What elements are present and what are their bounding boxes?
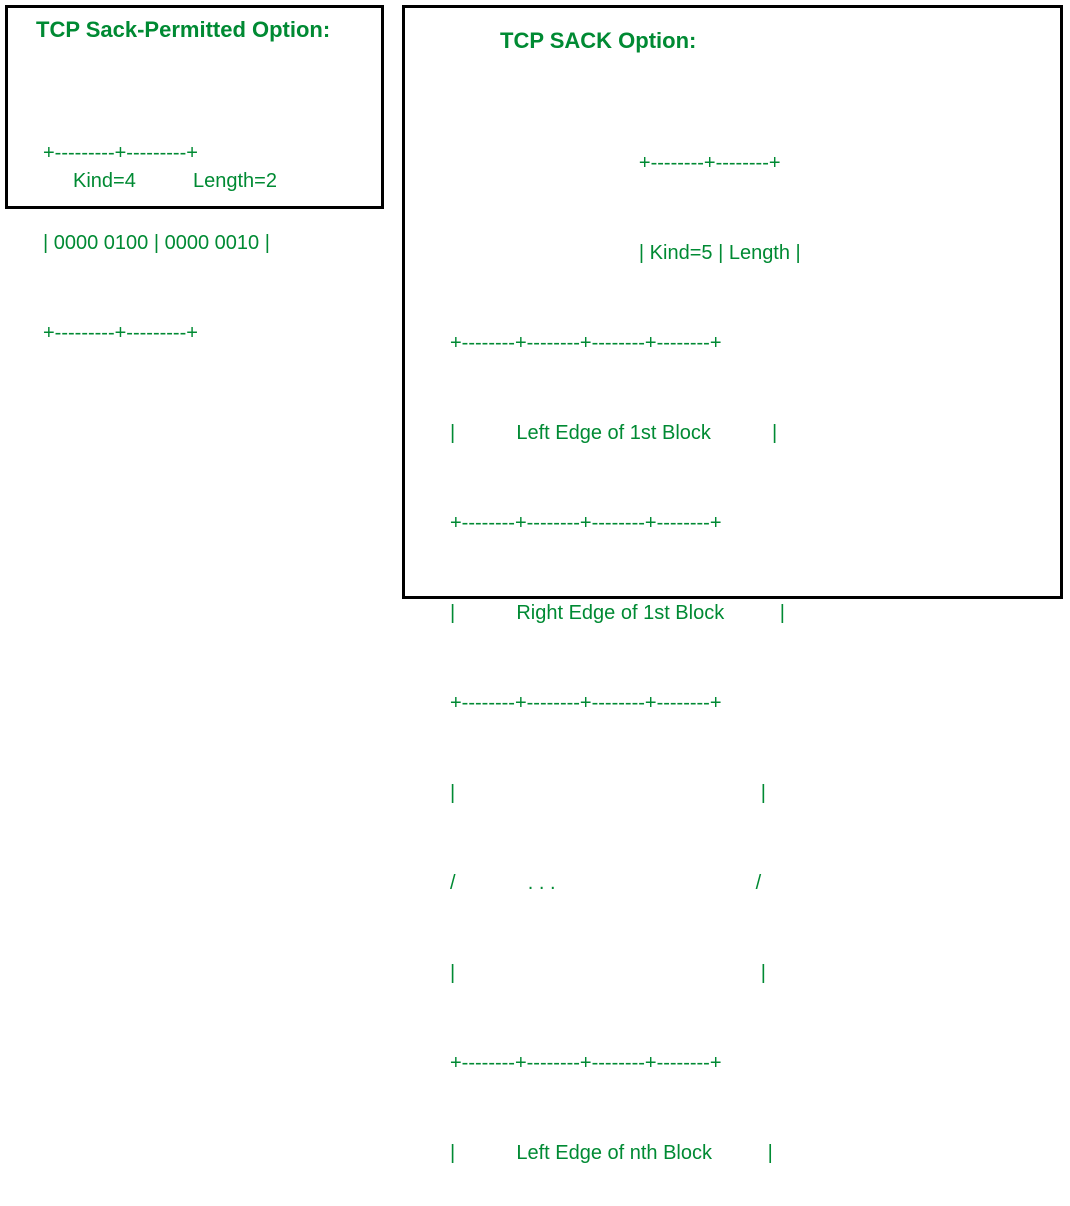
ascii-row: | Kind=5 | Length | [450, 238, 801, 268]
left-title: TCP Sack-Permitted Option: [36, 17, 330, 43]
label-length: Length=2 [193, 170, 277, 193]
ascii-row: +--------+--------+--------+--------+ [450, 328, 801, 358]
right-panel: TCP SACK Option: +--------+--------+ | K… [402, 5, 1063, 599]
ascii-row: +---------+---------+ [43, 138, 270, 168]
ascii-row: / . . . / [450, 868, 801, 898]
label-kind: Kind=4 [73, 170, 136, 193]
ascii-row: | Left Edge of nth Block | [450, 1138, 801, 1168]
left-panel: TCP Sack-Permitted Option: +---------+--… [5, 5, 384, 209]
right-title: TCP SACK Option: [500, 28, 696, 54]
ascii-row: | 0000 0100 | 0000 0010 | [43, 228, 270, 258]
ascii-row: | | [450, 778, 801, 808]
left-ascii-art: +---------+---------+ | 0000 0100 | 0000… [43, 78, 270, 408]
ascii-row: +--------+--------+--------+--------+ [450, 508, 801, 538]
ascii-row: +--------+--------+--------+--------+ [450, 1048, 801, 1078]
ascii-row: | Left Edge of 1st Block | [450, 418, 801, 448]
ascii-row: +---------+---------+ [43, 318, 270, 348]
right-ascii-art: +--------+--------+ | Kind=5 | Length | … [450, 88, 801, 1206]
ascii-row: +--------+--------+--------+--------+ [450, 688, 801, 718]
ascii-row: +--------+--------+ [450, 148, 801, 178]
ascii-row: | | [450, 958, 801, 988]
